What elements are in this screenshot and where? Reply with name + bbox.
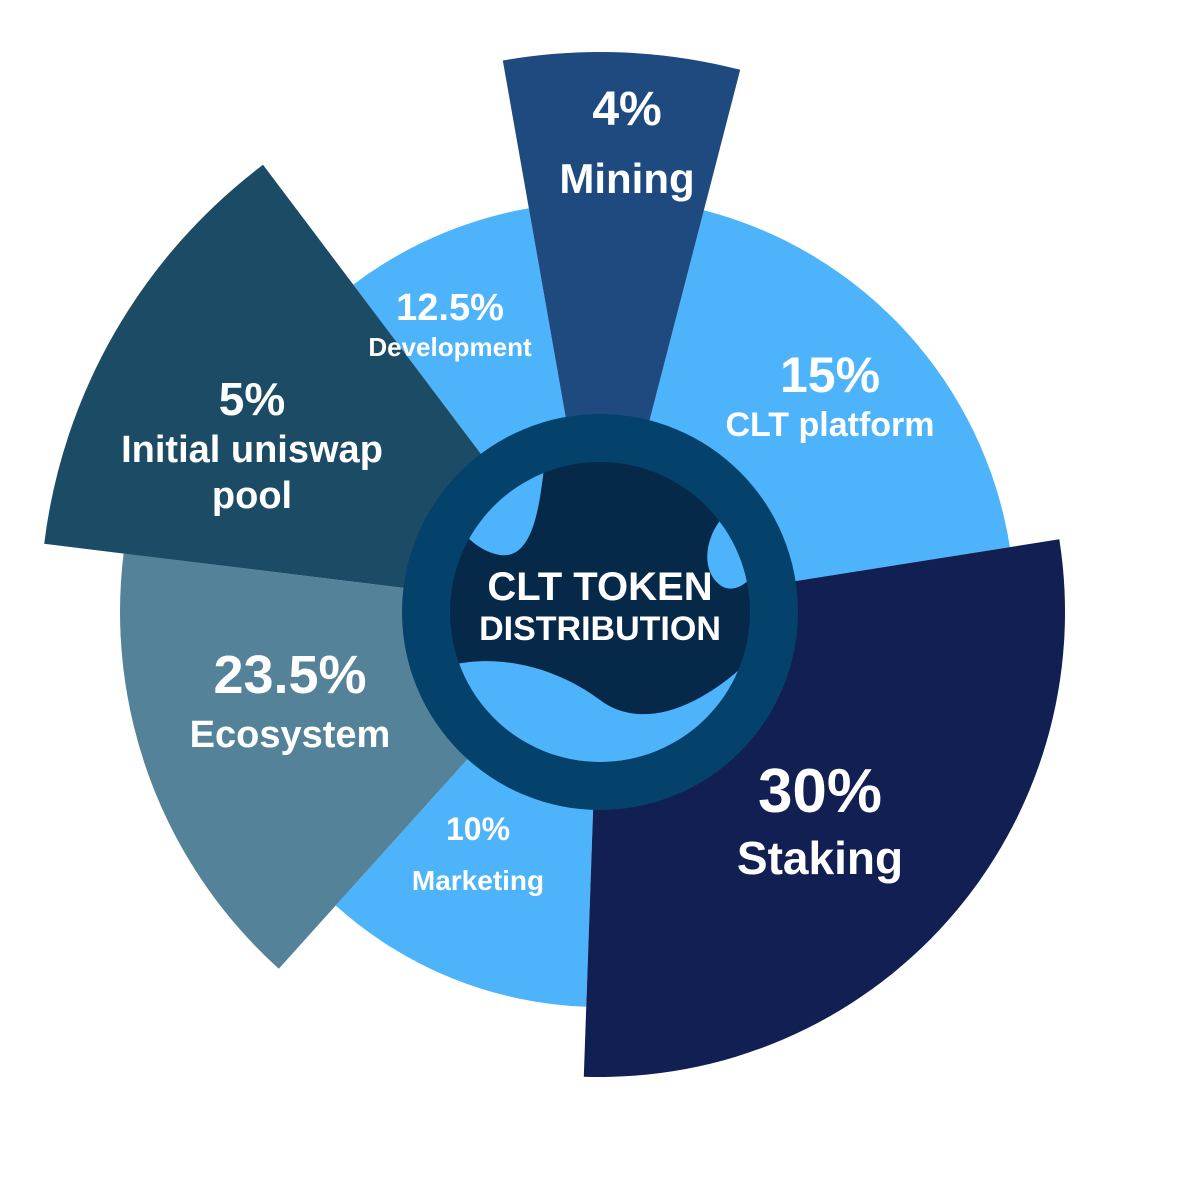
chart-title-line1: CLT TOKEN (487, 565, 712, 609)
value-label-staking: 30% (758, 757, 882, 826)
value-label-initial-uniswap-pool: 5% (219, 373, 285, 425)
name-label-marketing: Marketing (412, 865, 544, 896)
name-label-development: Development (368, 332, 532, 362)
name-label-clt-platform: CLT platform (725, 406, 934, 444)
value-label-clt-platform: 15% (780, 347, 880, 403)
name-label-initial-uniswap-pool: Initial uniswap pool (121, 429, 383, 517)
value-label-marketing: 10% (446, 811, 510, 847)
chart-title-line2: DISTRIBUTION (479, 610, 721, 648)
value-label-development: 12.5% (396, 287, 504, 329)
chart-labels: 4% Mining 15%CLT platform 30% Staking 10% Mark… (121, 83, 934, 896)
name-label-mining: Mining (559, 155, 694, 202)
chart-center: CLT TOKEN DISTRIBUTION (402, 414, 798, 810)
name-label-staking: Staking (737, 832, 903, 884)
value-label-ecosystem: 23.5% (213, 645, 366, 705)
segment-mining (502, 51, 741, 613)
name-label-ecosystem: Ecosystem (190, 714, 391, 756)
value-label-mining: 4% (592, 83, 661, 136)
